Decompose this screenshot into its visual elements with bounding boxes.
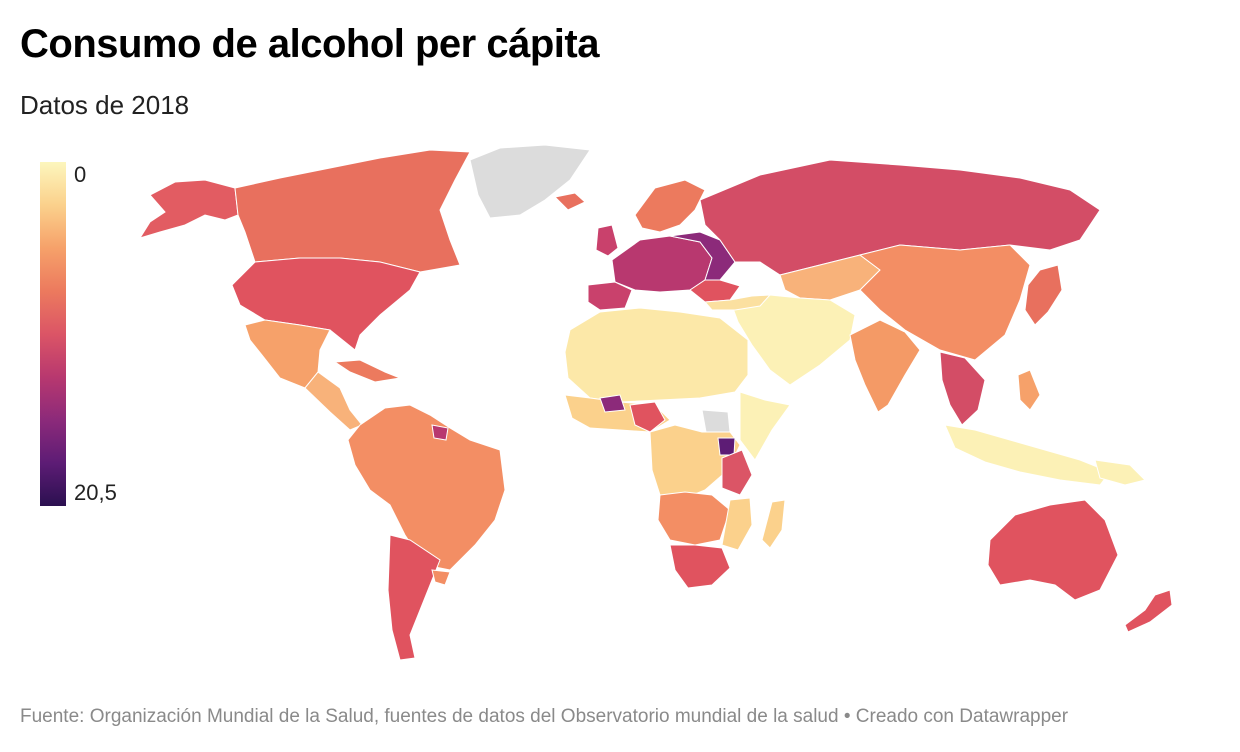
region-caribbean[interactable] bbox=[333, 359, 402, 383]
region-philippines[interactable] bbox=[1017, 369, 1041, 411]
region-nigeria[interactable] bbox=[629, 401, 666, 433]
region-india[interactable] bbox=[849, 319, 921, 413]
region-south-sudan bbox=[701, 409, 731, 433]
color-legend: 0 20,5 bbox=[40, 162, 117, 506]
world-choropleth-map bbox=[138, 144, 1173, 661]
region-southeast-asia[interactable] bbox=[939, 351, 986, 426]
region-usa[interactable] bbox=[231, 257, 421, 351]
region-guyanas[interactable] bbox=[431, 424, 449, 441]
legend-max-label: 20,5 bbox=[74, 480, 117, 505]
region-papua-new-guinea[interactable] bbox=[1094, 459, 1146, 486]
region-uganda[interactable] bbox=[717, 437, 736, 456]
region-mozambique[interactable] bbox=[721, 497, 753, 551]
region-iceland[interactable] bbox=[553, 192, 586, 211]
region-australia[interactable] bbox=[987, 499, 1119, 601]
region-alaska[interactable] bbox=[138, 179, 239, 239]
region-central-america[interactable] bbox=[304, 371, 363, 431]
region-japan-korea[interactable] bbox=[1024, 264, 1063, 326]
chart-subtitle: Datos de 2018 bbox=[20, 90, 190, 120]
region-canada[interactable] bbox=[234, 149, 471, 273]
chart-title: Consumo de alcohol per cápita bbox=[20, 22, 599, 66]
region-madagascar[interactable] bbox=[761, 499, 786, 549]
region-horn-of-africa[interactable] bbox=[739, 391, 791, 461]
region-iberia[interactable] bbox=[587, 281, 633, 311]
region-greenland bbox=[469, 144, 591, 219]
region-north-south-america[interactable] bbox=[347, 404, 506, 571]
region-angola-zambia[interactable] bbox=[657, 491, 731, 546]
region-china-mongolia[interactable] bbox=[858, 244, 1031, 361]
region-western-europe[interactable] bbox=[611, 235, 713, 293]
source-credit: Fuente: Organización Mundial de la Salud… bbox=[20, 706, 1069, 727]
region-uruguay[interactable] bbox=[431, 569, 451, 586]
region-new-zealand[interactable] bbox=[1124, 589, 1173, 633]
legend-gradient-bar bbox=[40, 162, 66, 506]
region-scandinavia[interactable] bbox=[634, 179, 706, 233]
region-argentina-chile[interactable] bbox=[387, 534, 441, 661]
region-north-africa[interactable] bbox=[564, 307, 749, 403]
region-uk-ireland[interactable] bbox=[595, 224, 619, 257]
region-turkey[interactable] bbox=[703, 294, 772, 311]
region-southern-africa[interactable] bbox=[669, 544, 731, 589]
region-tanzania-kenya[interactable] bbox=[721, 449, 753, 496]
region-middle-east[interactable] bbox=[729, 294, 856, 386]
region-burkina-faso[interactable] bbox=[599, 394, 626, 413]
legend-min-label: 0 bbox=[74, 162, 87, 187]
region-indonesia[interactable] bbox=[944, 424, 1111, 486]
